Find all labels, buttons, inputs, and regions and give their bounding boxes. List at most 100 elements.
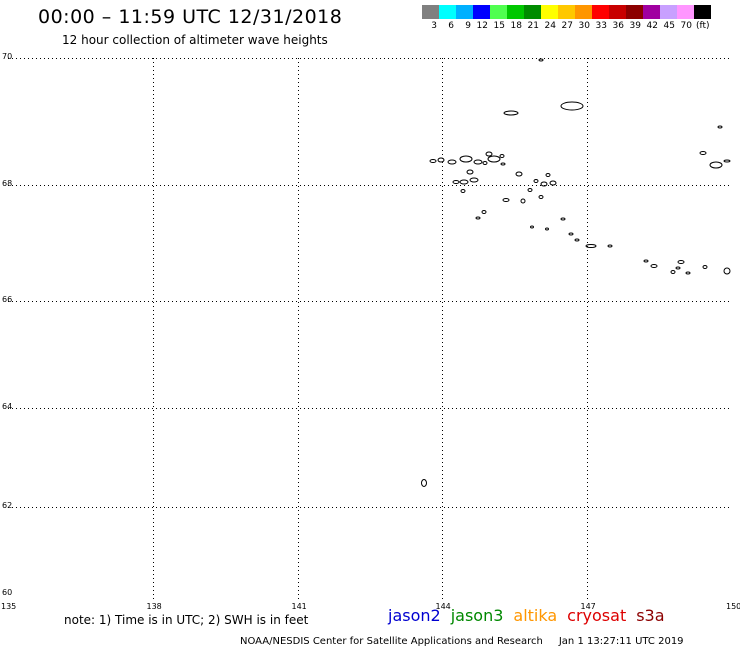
latitude-tick-label: 68 [2, 179, 13, 188]
island [515, 171, 523, 177]
island [677, 260, 685, 264]
colorbar-label: 33 [595, 21, 607, 31]
island [487, 155, 501, 163]
colorbar-label: 12 [476, 21, 488, 31]
longitude-tick-label: 135 [1, 602, 17, 611]
colorbar-label: 42 [646, 21, 658, 31]
colorbar-swatch [490, 5, 507, 19]
colorbar-label: 21 [527, 21, 539, 31]
island [485, 151, 493, 157]
island [545, 173, 551, 177]
island [429, 159, 437, 163]
colorbar-swatch [626, 5, 643, 19]
island [475, 216, 481, 220]
satellite-name: cryosat [567, 606, 627, 625]
colorbar-label: 27 [561, 21, 573, 31]
island [723, 267, 731, 275]
island [530, 225, 534, 229]
island [675, 266, 681, 270]
latitude-tick-label: 64 [2, 402, 13, 411]
colorbar-label: (ft) [696, 21, 710, 31]
latitude-tick-label: 66 [2, 295, 13, 304]
colorbar-label: 18 [510, 21, 522, 31]
latitude-tick-label: 60 [2, 588, 13, 597]
island [527, 188, 533, 192]
island [538, 58, 544, 62]
island [460, 189, 466, 193]
credit-text: NOAA/NESDIS Center for Satellite Applica… [240, 636, 543, 647]
island [643, 259, 649, 263]
colorbar-label: 45 [663, 21, 675, 31]
satellite-name: altika [513, 606, 558, 625]
colorbar-swatch [558, 5, 575, 19]
colorbar-label: 70 [680, 21, 692, 31]
longitude-tick-label: 144 [435, 602, 451, 611]
island [466, 169, 474, 175]
island [709, 161, 723, 169]
island [699, 151, 707, 155]
island [685, 271, 691, 275]
island [533, 179, 539, 183]
units-note: note: 1) Time is in UTC; 2) SWH is in fe… [64, 613, 309, 627]
longitude-tick-label: 147 [580, 602, 596, 611]
longitude-tick-label: 138 [146, 602, 162, 611]
satellite-name: jason3 [450, 606, 504, 625]
island [502, 198, 510, 202]
island [568, 232, 574, 236]
colorbar-swatch [507, 5, 524, 19]
longitude-tick-label: 141 [291, 602, 307, 611]
colorbar-swatch [609, 5, 626, 19]
island [447, 159, 457, 165]
island [585, 244, 597, 248]
island [670, 270, 676, 274]
latitude-tick-label: 70 [2, 52, 13, 61]
colorbar-swatch [473, 5, 490, 19]
colorbar-label: 39 [629, 21, 641, 31]
colorbar-label: 6 [448, 21, 454, 31]
island [520, 198, 526, 204]
coastline [421, 58, 731, 487]
map-title: 00:00 – 11:59 UTC 12/31/2018 [38, 6, 343, 28]
island [560, 217, 566, 221]
colorbar-swatch [422, 5, 439, 19]
colorbar-swatch [694, 5, 711, 19]
colorbar-label: 9 [465, 21, 471, 31]
island [481, 210, 487, 214]
satellite-legend: jason2 jason3 altika cryosat s3a [388, 606, 675, 625]
colorbar-label: 24 [544, 21, 556, 31]
satellite-name: s3a [636, 606, 665, 625]
colorbar-swatch [575, 5, 592, 19]
island [702, 265, 708, 269]
island [500, 162, 506, 166]
lat-lon-grid [8, 58, 732, 600]
island [549, 180, 557, 186]
island [452, 180, 460, 184]
island [499, 154, 505, 158]
colorbar-swatch [524, 5, 541, 19]
island [421, 479, 427, 487]
longitude-tick-label: 150 [726, 602, 740, 611]
island [723, 159, 731, 163]
island [607, 244, 613, 248]
island [473, 159, 483, 165]
colorbar-swatch [592, 5, 609, 19]
island [540, 181, 548, 187]
colorbar-label: 36 [612, 21, 624, 31]
generated-timestamp: Jan 1 13:27:11 UTC 2019 [558, 636, 684, 647]
latitude-tick-label: 62 [2, 501, 13, 510]
island [574, 238, 580, 242]
wave-height-colorbar [422, 5, 711, 19]
colorbar-swatch [541, 5, 558, 19]
island [650, 264, 658, 268]
island [503, 110, 519, 116]
colorbar-label: 15 [493, 21, 505, 31]
colorbar-swatch [456, 5, 473, 19]
colorbar-swatch [439, 5, 456, 19]
map-subtitle: 12 hour collection of altimeter wave hei… [62, 33, 328, 47]
island [459, 179, 469, 185]
colorbar-swatch [660, 5, 677, 19]
colorbar-label: 30 [578, 21, 590, 31]
island [717, 125, 723, 129]
